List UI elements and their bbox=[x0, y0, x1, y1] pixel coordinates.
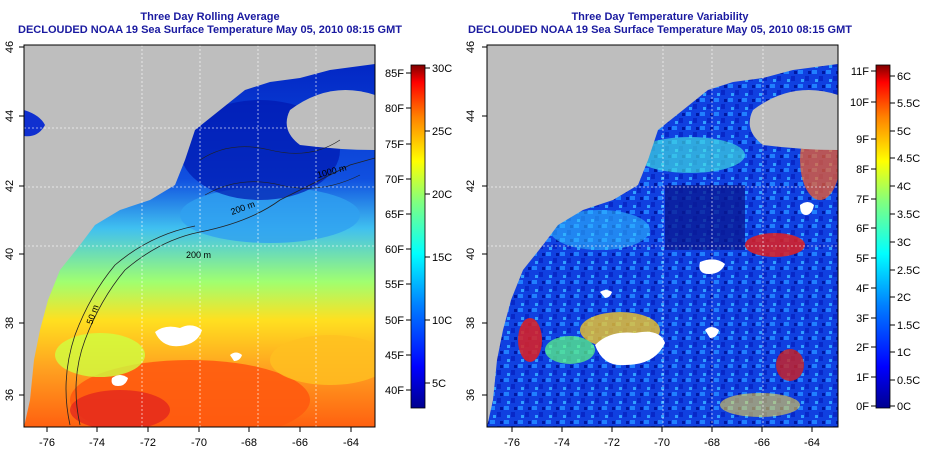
left-subtitle: DECLOUDED NOAA 19 Sea Surface Temperatur… bbox=[18, 24, 402, 36]
left-cb-65f: 65F bbox=[385, 209, 404, 221]
right-lat-44: 44 bbox=[465, 110, 477, 122]
right-cb-2c: 2C bbox=[897, 292, 911, 304]
right-lon-axis: -76 -74 -72 -70 -68 -66 -64 bbox=[504, 427, 820, 449]
right-cb-1c: 1C bbox=[897, 347, 911, 359]
right-cb-0f: 0F bbox=[856, 401, 869, 413]
left-cb-10c: 10C bbox=[432, 315, 452, 327]
right-lat-42: 42 bbox=[465, 180, 477, 192]
right-lat-36: 36 bbox=[465, 389, 477, 401]
left-cb-50f: 50F bbox=[385, 315, 404, 327]
left-lon-76: -76 bbox=[39, 437, 55, 449]
right-cb-4f: 4F bbox=[856, 283, 869, 295]
left-lat-axis: 36 38 40 42 44 46 bbox=[4, 41, 24, 401]
right-lat-46: 46 bbox=[465, 41, 477, 53]
right-cb-5c: 5C bbox=[897, 126, 911, 138]
left-lat-36: 36 bbox=[4, 389, 16, 401]
left-cb-30c: 30C bbox=[432, 63, 452, 75]
left-cb-80f: 80F bbox=[385, 103, 404, 115]
left-lon-72: -72 bbox=[140, 437, 156, 449]
right-cb-6f: 6F bbox=[856, 223, 869, 235]
left-lat-46: 46 bbox=[4, 41, 16, 53]
right-cb-4-5c: 4.5C bbox=[897, 153, 920, 165]
right-cb-8f: 8F bbox=[856, 164, 869, 176]
right-cb-10f: 10F bbox=[850, 97, 869, 109]
right-cb-2-5c: 2.5C bbox=[897, 265, 920, 277]
right-cb-0c: 0C bbox=[897, 401, 911, 413]
left-cb-60f: 60F bbox=[385, 244, 404, 256]
right-colorbar: 0F 1F 2F 3F 4F 5F 6F 7F 8F 9F 10F 11F 0C… bbox=[850, 64, 920, 413]
right-lon-72: -72 bbox=[604, 437, 620, 449]
left-lat-44: 44 bbox=[4, 110, 16, 122]
left-cb-85f: 85F bbox=[385, 68, 404, 80]
right-map bbox=[487, 45, 838, 427]
right-lat-40: 40 bbox=[465, 248, 477, 260]
right-cb-1-5c: 1.5C bbox=[897, 320, 920, 332]
right-cb-5f: 5F bbox=[856, 253, 869, 265]
left-title: Three Day Rolling Average bbox=[140, 11, 280, 23]
left-map bbox=[24, 45, 375, 427]
right-cb-11f: 11F bbox=[851, 66, 869, 78]
right-cb-3c: 3C bbox=[897, 237, 911, 249]
left-lat-42: 42 bbox=[4, 180, 16, 192]
left-cb-25c: 25C bbox=[432, 126, 452, 138]
right-subtitle: DECLOUDED NOAA 19 Sea Surface Temperatur… bbox=[468, 24, 852, 36]
right-cb-0-5c: 0.5C bbox=[897, 375, 920, 387]
left-lon-70: -70 bbox=[191, 437, 207, 449]
right-lon-76: -76 bbox=[504, 437, 520, 449]
right-cb-3-5c: 3.5C bbox=[897, 209, 920, 221]
right-cb-3f: 3F bbox=[856, 313, 869, 325]
right-cb-7f: 7F bbox=[856, 194, 869, 206]
left-colorbar: 40F 45F 50F 55F 60F 65F 70F 75F 80F 85F … bbox=[385, 63, 452, 409]
left-cb-55f: 55F bbox=[385, 279, 404, 291]
right-cb-9f: 9F bbox=[856, 134, 869, 146]
right-cb-5-5c: 5.5C bbox=[897, 98, 920, 110]
left-cb-45f: 45F bbox=[385, 350, 404, 362]
right-cb-4c: 4C bbox=[897, 181, 911, 193]
left-lat-40: 40 bbox=[4, 248, 16, 260]
right-lon-68: -68 bbox=[704, 437, 720, 449]
right-cb-1f: 1F bbox=[856, 372, 869, 384]
contour-label-200m-b: 200 m bbox=[186, 250, 211, 260]
left-lon-68: -68 bbox=[241, 437, 257, 449]
left-lon-66: -66 bbox=[292, 437, 308, 449]
right-lon-64: -64 bbox=[804, 437, 820, 449]
right-lon-70: -70 bbox=[654, 437, 670, 449]
left-lon-axis: -76 -74 -72 -70 -68 -66 -64 bbox=[39, 427, 359, 449]
left-lat-38: 38 bbox=[4, 317, 16, 329]
left-cb-70f: 70F bbox=[385, 174, 404, 186]
right-lon-66: -66 bbox=[754, 437, 770, 449]
left-cb-20c: 20C bbox=[432, 189, 452, 201]
left-lon-64: -64 bbox=[343, 437, 359, 449]
left-cb-40f: 40F bbox=[385, 385, 404, 397]
right-lon-74: -74 bbox=[554, 437, 570, 449]
left-cb-75f: 75F bbox=[385, 139, 404, 151]
right-cb-6c: 6C bbox=[897, 71, 911, 83]
right-lat-axis: 36 38 40 42 44 46 bbox=[465, 41, 487, 401]
right-cb-2f: 2F bbox=[856, 342, 869, 354]
right-title: Three Day Temperature Variability bbox=[571, 11, 749, 23]
left-cb-5c: 5C bbox=[432, 378, 446, 390]
left-cb-15c: 15C bbox=[432, 252, 452, 264]
left-lon-74: -74 bbox=[89, 437, 105, 449]
right-lat-38: 38 bbox=[465, 317, 477, 329]
